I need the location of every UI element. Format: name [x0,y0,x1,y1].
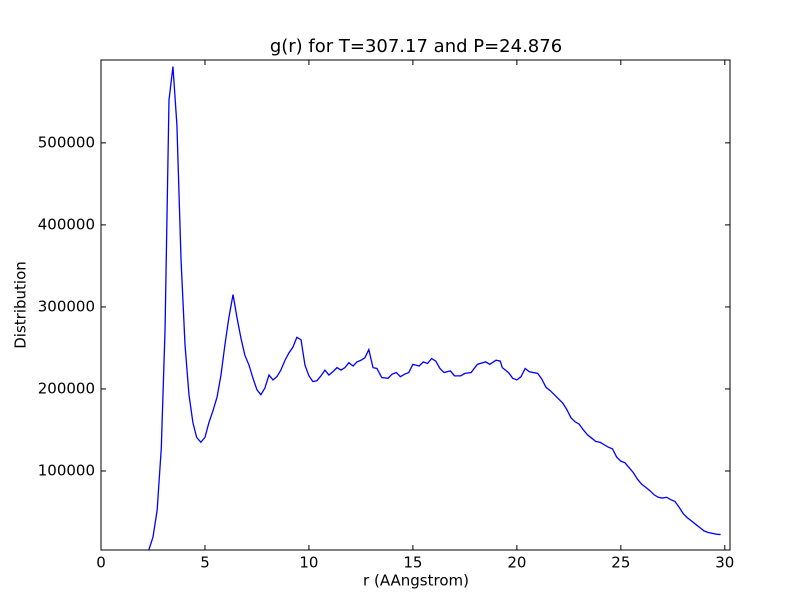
chart-title: g(r) for T=307.17 and P=24.876 [270,36,562,57]
x-tick-label: 30 [715,554,734,572]
data-line [148,66,721,550]
x-tick-label: 10 [299,554,318,572]
x-axis-label: r (AAngstrom) [363,572,469,590]
y-tick-label: 400000 [38,215,95,233]
x-tick-label: 15 [403,554,422,572]
y-axis-label: Distribution [12,261,30,349]
y-tick-label: 200000 [38,379,95,397]
y-tick-label: 100000 [38,461,95,479]
x-tick-label: 5 [200,554,210,572]
x-tick-label: 25 [611,554,630,572]
x-tick-label: 20 [507,554,526,572]
y-tick-label: 500000 [38,133,95,151]
y-tick-label: 300000 [38,297,95,315]
plot-frame [100,59,731,551]
x-tick-label: 0 [96,554,106,572]
